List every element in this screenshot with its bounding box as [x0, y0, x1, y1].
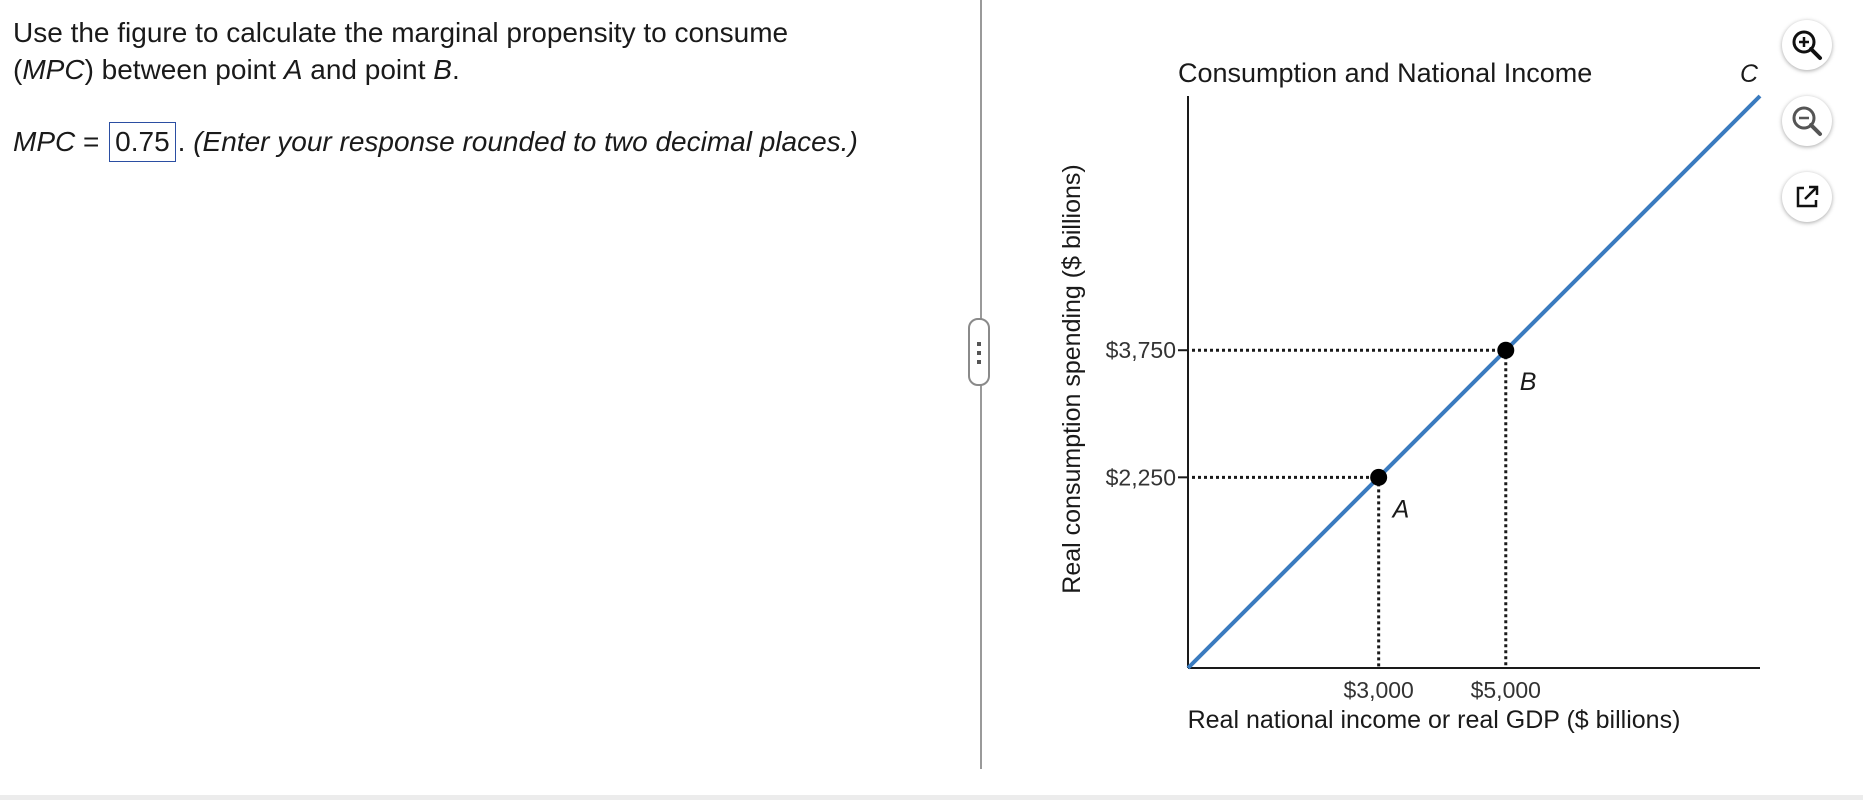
equals-sign: =	[75, 126, 108, 157]
chart-title: Consumption and National Income	[1178, 58, 1592, 88]
y-tick-label: $3,750	[1106, 337, 1176, 363]
handle-dot	[977, 351, 981, 355]
point-label-a: A	[1391, 495, 1410, 523]
y-axis-label: Real consumption spending ($ billions)	[1058, 164, 1086, 593]
question-panel: Use the figure to calculate the marginal…	[13, 14, 963, 162]
answer-input[interactable]: 0.75	[109, 122, 176, 162]
question-and-text: and point	[302, 54, 434, 85]
zoom-in-icon	[1792, 30, 1822, 60]
point-label-b: B	[1520, 368, 1537, 396]
question-point-a: A	[283, 54, 303, 85]
y-tick-label: $2,250	[1106, 464, 1176, 490]
answer-instruction: (Enter your response rounded to two deci…	[185, 126, 858, 157]
series-label-c: C	[1740, 60, 1759, 88]
external-link-icon	[1796, 185, 1819, 208]
zoom-in-button[interactable]	[1782, 20, 1832, 70]
question-mpc-term: MPC	[22, 54, 85, 85]
consumption-line	[1186, 94, 1762, 670]
question-point-b: B	[433, 54, 452, 85]
x-tick-label: $3,000	[1343, 677, 1413, 703]
answer-line: MPC = 0.75. (Enter your response rounded…	[13, 122, 963, 162]
handle-dot	[977, 342, 981, 346]
x-axis-label: Real national income or real GDP ($ bill…	[1188, 706, 1681, 734]
mpc-label: MPC	[13, 126, 76, 157]
question-text: Use the figure to calculate the marginal…	[13, 14, 963, 88]
resize-handle[interactable]	[968, 318, 990, 386]
question-period: .	[451, 54, 460, 85]
consumption-chart: Consumption and National Income C $2,250 $3…	[1058, 58, 1762, 734]
question-paren-open: (	[13, 54, 23, 85]
point-b	[1497, 341, 1515, 359]
bottom-bar	[0, 795, 1863, 800]
zoom-out-button[interactable]	[1782, 96, 1832, 146]
question-between-text: ) between point	[84, 54, 284, 85]
zoom-out-icon	[1792, 106, 1822, 136]
answer-period: .	[177, 126, 186, 157]
x-tick-label: $5,000	[1471, 677, 1541, 703]
point-a	[1370, 468, 1388, 486]
handle-dot	[977, 360, 981, 364]
popout-button[interactable]	[1782, 172, 1832, 222]
question-line-1: Use the figure to calculate the marginal…	[13, 17, 789, 48]
